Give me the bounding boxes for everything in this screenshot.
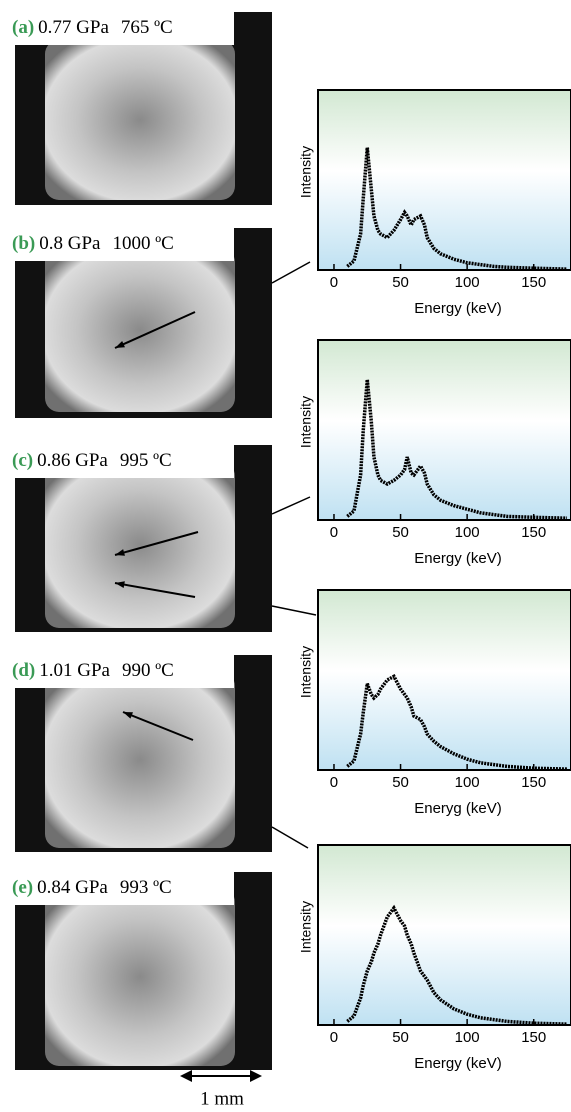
y-axis-label: Intensity [298,646,314,698]
panel-temperature: 995 ºC [120,450,172,471]
y-axis-label: Intensity [298,146,314,198]
spectrum-chart: 0 50 100 150 Energy (keV) Intensity [298,340,571,567]
x-tick-label: 150 [521,274,546,291]
x-tick-label: 50 [392,524,409,541]
sample [45,40,235,200]
x-tick-label: 100 [455,524,480,541]
x-tick-label: 0 [330,524,338,541]
plot-background [318,845,571,1025]
spectrum-chart: 0 50 100 150 Energy (keV) Intensity [298,90,571,317]
x-tick-label: 0 [330,1029,338,1046]
x-tick-label: 150 [521,774,546,791]
panel-temperature: 765 ºC [121,17,173,38]
panel-pressure: 1.01 GPa [39,660,110,681]
sample [45,462,235,628]
x-tick-label: 50 [392,774,409,791]
x-axis-label: Energy (keV) [414,1055,502,1072]
radiograph: (a)0.77 GPa 765 ºC [8,12,272,205]
spectrum-chart: 0 50 100 150 Energy (keV) Intensity [298,845,571,1072]
panel-pressure: 0.86 GPa [37,450,108,471]
x-tick-label: 100 [455,1029,480,1046]
panel-pressure: 0.84 GPa [37,877,108,898]
plot-background [318,590,571,770]
radiograph: (d)1.01 GPa 990 ºC [8,655,272,852]
x-tick-label: 50 [392,1029,409,1046]
connector [272,262,310,283]
connector [272,497,310,514]
radiograph: (c)0.86 GPa 995 ºC [8,445,272,632]
y-axis-label: Intensity [298,396,314,448]
panel-temperature: 1000 ºC [112,233,173,254]
connector [272,827,308,848]
panel-pressure: 0.77 GPa [38,17,109,38]
plot-background [318,90,571,270]
panel-temperature: 993 ºC [120,877,172,898]
scale-bar [180,1070,262,1082]
x-axis-label: Eneryg (keV) [414,800,502,817]
x-axis-label: Energy (keV) [414,550,502,567]
x-tick-label: 0 [330,274,338,291]
connectors [272,262,316,848]
panel-letter: (c) [12,450,33,471]
panel-letter: (e) [12,877,33,898]
spectrum-chart: 0 50 100 150 Eneryg (keV) Intensity [298,590,571,817]
x-axis-label: Energy (keV) [414,300,502,317]
sample [45,672,235,848]
panel-letter: (a) [12,17,34,38]
scale-label: 1 mm [200,1088,244,1109]
x-tick-label: 0 [330,774,338,791]
plot-background [318,340,571,520]
panel-letter: (d) [12,660,35,681]
panel-letter: (b) [12,233,35,254]
x-tick-label: 100 [455,774,480,791]
x-tick-label: 100 [455,274,480,291]
y-axis-label: Intensity [298,901,314,953]
x-tick-label: 150 [521,524,546,541]
radiograph: (b)0.8 GPa 1000 ºC [8,228,272,418]
radiograph: (e)0.84 GPa 993 ºC [8,872,272,1070]
sample [45,248,235,412]
panel-pressure: 0.8 GPa [39,233,101,254]
connector [272,606,316,615]
x-tick-label: 150 [521,1029,546,1046]
x-tick-label: 50 [392,274,409,291]
sample [45,888,235,1066]
panel-temperature: 990 ºC [122,660,174,681]
